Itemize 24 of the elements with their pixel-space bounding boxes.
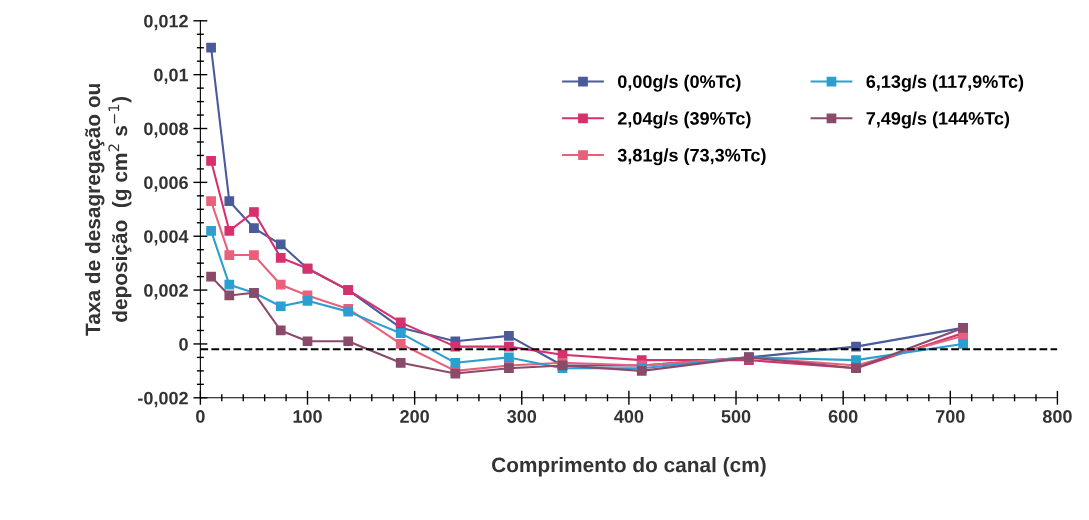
y-tick-label: 0,006 bbox=[144, 176, 188, 192]
x-tick-label: 700 bbox=[936, 410, 965, 423]
y-tick-label: -0,002 bbox=[138, 391, 188, 408]
y-tick-label: 0,002 bbox=[144, 284, 188, 300]
y-axis-title: Taxa de desagregação ou deposição (g cm$^{2}$ s$^{−1}$) bbox=[84, 84, 132, 336]
x-tick-label: 200 bbox=[400, 410, 429, 423]
y-tick-label: 0,012 bbox=[144, 14, 188, 31]
x-tick-label: 300 bbox=[507, 410, 537, 423]
x-tick-label: 400 bbox=[614, 410, 644, 423]
legend-label: 3,81g/s (73,3%Tc) bbox=[617, 148, 766, 166]
legend-label: 0,00g/s (0%Tc) bbox=[618, 74, 741, 92]
legend-label: 6,13g/s (117,9%Tc) bbox=[866, 74, 1024, 92]
y-tick-label: 0 bbox=[179, 337, 188, 351]
x-axis-title: Comprimento do canal (cm) bbox=[492, 456, 766, 477]
x-tick-label: 800 bbox=[1042, 410, 1072, 423]
x-tick-label: 500 bbox=[721, 410, 751, 423]
y-tick-label: 0,01 bbox=[154, 68, 189, 84]
y-tick-label: 0,008 bbox=[144, 122, 189, 138]
y-tick-label: 0,004 bbox=[144, 230, 189, 246]
x-tick-label: 100 bbox=[293, 410, 322, 423]
x-tick-label: 0 bbox=[196, 410, 205, 423]
x-tick-label: 600 bbox=[828, 410, 858, 423]
legend-label: 7,49g/s (144%Tc) bbox=[866, 111, 1010, 129]
legend-label: 2,04g/s (39%Tc) bbox=[617, 111, 751, 129]
